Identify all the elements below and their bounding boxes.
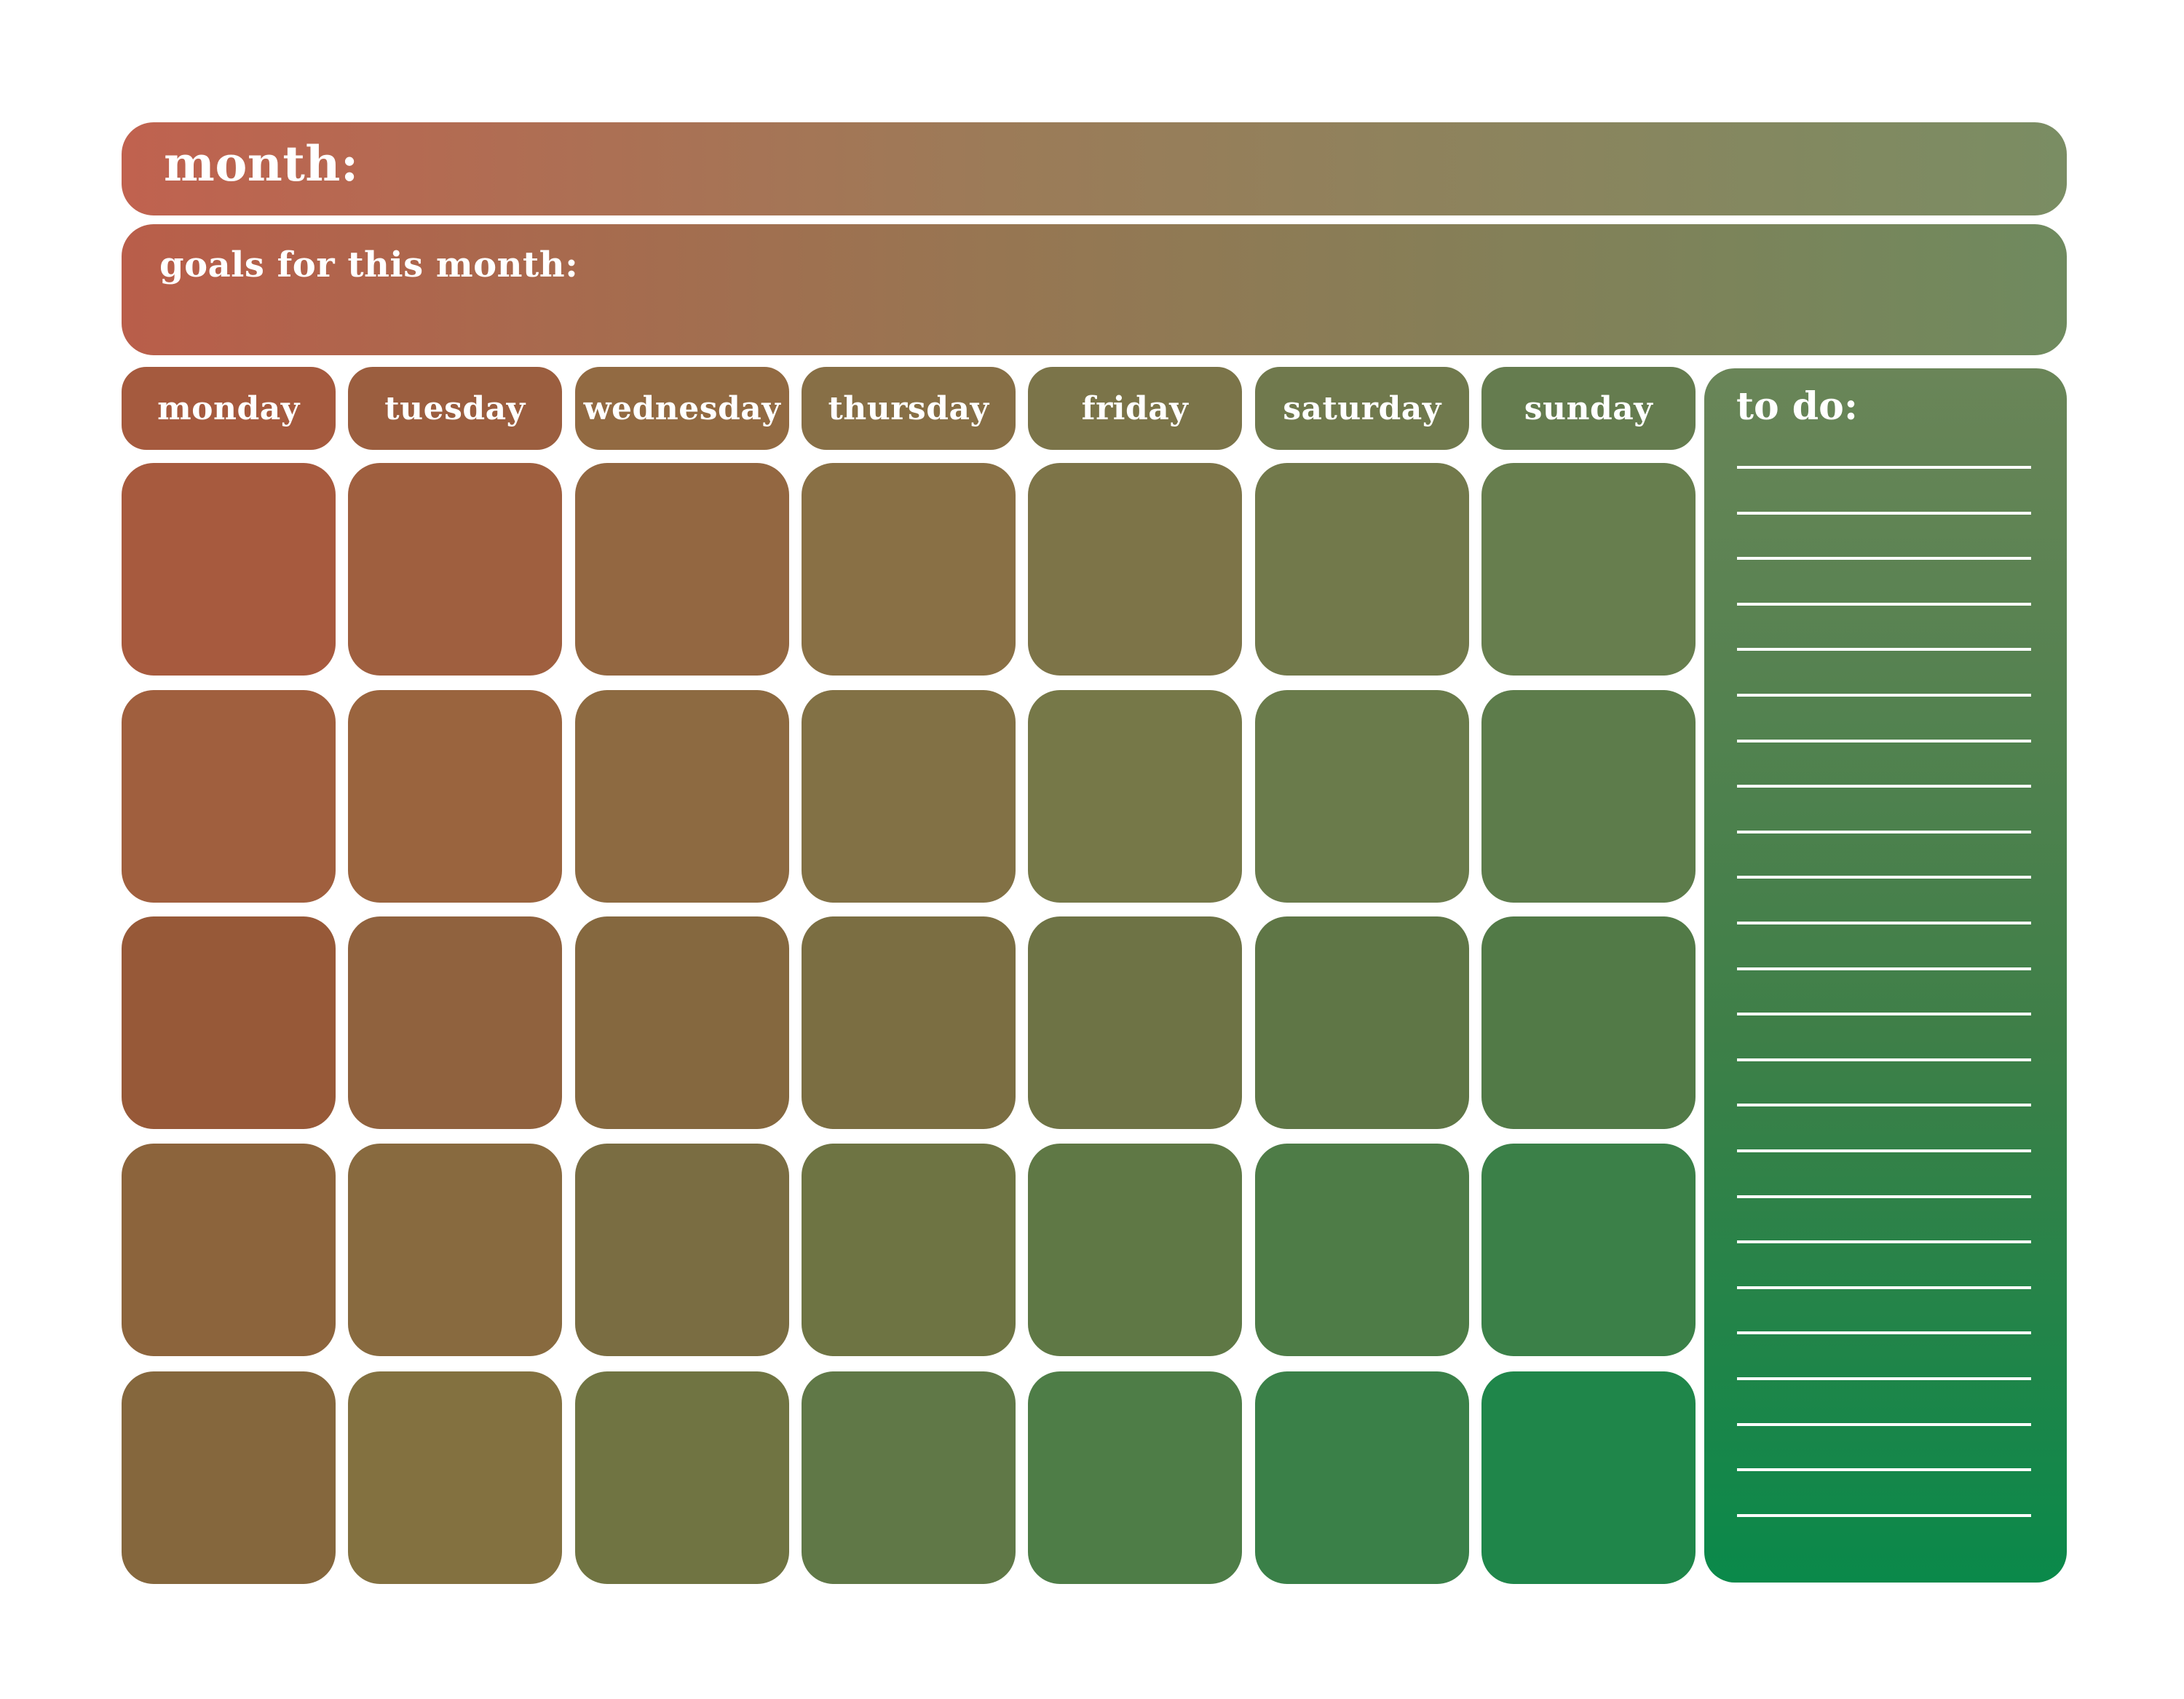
calendar-cell-r2-saturday[interactable] [1255,690,1469,903]
calendar-cell-r5-tuesday[interactable] [348,1371,562,1584]
todo-panel[interactable]: to do: [1704,368,2067,1583]
calendar-cell-r3-saturday[interactable] [1255,916,1469,1129]
day-header-monday: monday [122,367,336,450]
todo-line[interactable] [1737,602,2031,606]
calendar-cell-r4-monday[interactable] [122,1144,336,1356]
calendar-cell-r2-thursday[interactable] [802,690,1016,903]
todo-line[interactable] [1737,1104,2031,1107]
calendar-cell-r4-saturday[interactable] [1255,1144,1469,1356]
todo-line[interactable] [1737,830,2031,833]
month-bar[interactable]: month: [122,122,2067,215]
goals-bar[interactable]: goals for this month: [122,224,2067,355]
todo-line[interactable] [1737,648,2031,652]
calendar-cell-r5-sunday[interactable] [1481,1371,1696,1584]
calendar-cell-r1-friday[interactable] [1028,463,1242,676]
calendar-cell-r3-friday[interactable] [1028,916,1242,1129]
day-header-tuesday: tuesday [348,367,562,450]
calendar-cell-r4-wednesday[interactable] [575,1144,789,1356]
todo-line[interactable] [1737,1149,2031,1152]
calendar-cell-r2-friday[interactable] [1028,690,1242,903]
calendar-cell-r5-monday[interactable] [122,1371,336,1584]
calendar-cell-r1-tuesday[interactable] [348,463,562,676]
todo-line[interactable] [1737,1286,2031,1289]
calendar-cell-r5-saturday[interactable] [1255,1371,1469,1584]
calendar-cell-r1-wednesday[interactable] [575,463,789,676]
calendar-cell-r1-sunday[interactable] [1481,463,1696,676]
todo-line[interactable] [1737,1468,2031,1472]
calendar-cell-r3-monday[interactable] [122,916,336,1129]
calendar-cell-r2-tuesday[interactable] [348,690,562,903]
day-header-friday: friday [1028,367,1242,450]
todo-line[interactable] [1737,1058,2031,1061]
todo-line[interactable] [1737,694,2031,697]
calendar-cell-r5-wednesday[interactable] [575,1371,789,1584]
calendar-cell-r2-sunday[interactable] [1481,690,1696,903]
calendar-cell-r4-sunday[interactable] [1481,1144,1696,1356]
day-header-wednesday: wednesday [575,367,789,450]
todo-line[interactable] [1737,557,2031,561]
month-label: month: [164,135,359,192]
todo-line[interactable] [1737,1331,2031,1335]
todo-line[interactable] [1737,466,2031,469]
todo-line[interactable] [1737,1513,2031,1517]
day-header-thursday: thursday [802,367,1016,450]
todo-line[interactable] [1737,1240,2031,1244]
calendar-cell-r3-thursday[interactable] [802,916,1016,1129]
calendar-cell-r4-tuesday[interactable] [348,1144,562,1356]
todo-line[interactable] [1737,967,2031,970]
calendar-cell-r3-wednesday[interactable] [575,916,789,1129]
todo-line[interactable] [1737,922,2031,924]
calendar-cell-r5-thursday[interactable] [802,1371,1016,1584]
goals-label: goals for this month: [159,245,579,285]
day-header-sunday: sunday [1481,367,1696,450]
todo-line[interactable] [1737,511,2031,515]
calendar-cell-r5-friday[interactable] [1028,1371,1242,1584]
todo-line[interactable] [1737,1195,2031,1198]
calendar-cell-r4-thursday[interactable] [802,1144,1016,1356]
todo-line[interactable] [1737,1013,2031,1016]
todo-line[interactable] [1737,785,2031,788]
todo-label: to do: [1736,384,1859,429]
calendar-cell-r2-monday[interactable] [122,690,336,903]
calendar-cell-r2-wednesday[interactable] [575,690,789,903]
calendar-cell-r1-monday[interactable] [122,463,336,676]
calendar-cell-r3-tuesday[interactable] [348,916,562,1129]
todo-line[interactable] [1737,1422,2031,1426]
todo-line[interactable] [1737,1377,2031,1380]
todo-line[interactable] [1737,739,2031,742]
calendar-cell-r3-sunday[interactable] [1481,916,1696,1129]
todo-line[interactable] [1737,876,2031,879]
day-header-saturday: saturday [1255,367,1469,450]
calendar-cell-r1-thursday[interactable] [802,463,1016,676]
calendar-cell-r1-saturday[interactable] [1255,463,1469,676]
calendar-cell-r4-friday[interactable] [1028,1144,1242,1356]
